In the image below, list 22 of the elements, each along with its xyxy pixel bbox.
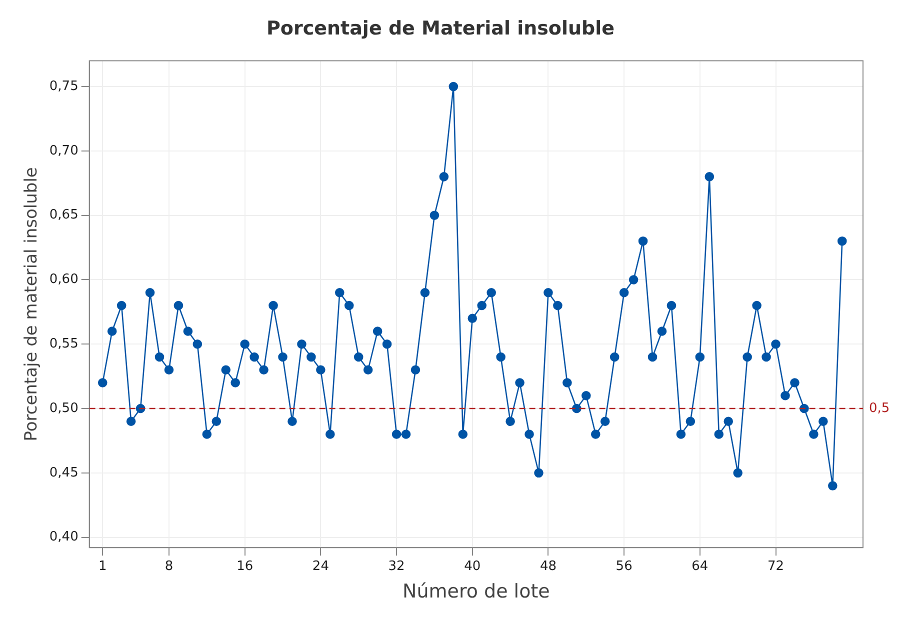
x-axis-title: Número de lote xyxy=(402,580,550,603)
x-tick-label: 40 xyxy=(464,558,481,574)
y-tick-label: 0,60 xyxy=(49,272,78,288)
y-tick-label: 0,40 xyxy=(49,530,78,545)
x-tick-label: 1 xyxy=(98,558,107,574)
x-tick-label: 72 xyxy=(768,558,784,574)
x-tick-label: 16 xyxy=(236,558,254,574)
chart-title: Porcentaje de Material insoluble xyxy=(266,17,615,40)
x-tick-label: 24 xyxy=(312,558,329,574)
y-tick-label: 0,55 xyxy=(49,336,78,352)
x-tick-label: 64 xyxy=(692,558,708,574)
y-tick-label: 0,45 xyxy=(49,465,78,480)
x-tick-label: 32 xyxy=(388,558,405,574)
y-tick-label: 0,50 xyxy=(49,400,78,416)
y-tick-label: 0,70 xyxy=(49,143,78,158)
y-tick-label: 0,75 xyxy=(49,78,78,94)
x-tick-label: 8 xyxy=(164,558,174,574)
x-tick-label: 48 xyxy=(540,558,556,574)
x-tick-label: 56 xyxy=(616,558,632,574)
y-tick-label: 0,65 xyxy=(49,208,78,223)
ref-line-label: 0,5 xyxy=(869,400,890,416)
y-axis-title: Porcentaje de material insoluble xyxy=(22,167,42,442)
